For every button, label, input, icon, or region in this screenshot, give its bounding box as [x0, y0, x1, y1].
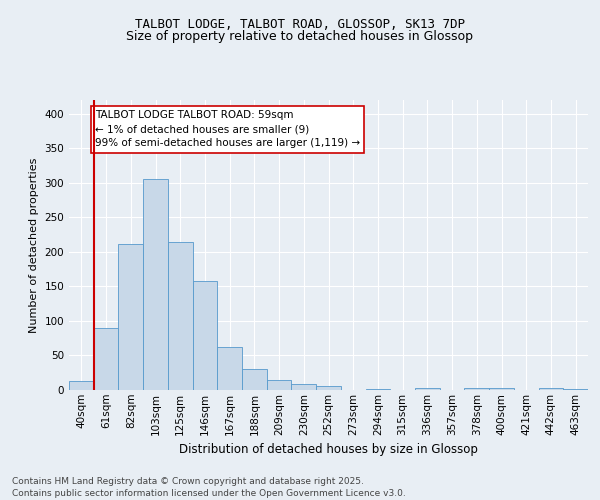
- Bar: [563, 388, 588, 390]
- Text: Contains HM Land Registry data © Crown copyright and database right 2025.
Contai: Contains HM Land Registry data © Crown c…: [12, 476, 406, 498]
- Bar: [415, 388, 440, 390]
- Bar: [217, 346, 242, 390]
- Bar: [292, 384, 316, 390]
- Bar: [118, 244, 143, 390]
- Bar: [316, 386, 341, 390]
- Bar: [168, 242, 193, 390]
- Bar: [94, 328, 118, 390]
- Bar: [143, 180, 168, 390]
- Bar: [365, 388, 390, 390]
- Bar: [69, 381, 94, 390]
- Bar: [193, 281, 217, 390]
- Bar: [464, 388, 489, 390]
- Bar: [267, 380, 292, 390]
- Bar: [242, 370, 267, 390]
- Text: TALBOT LODGE, TALBOT ROAD, GLOSSOP, SK13 7DP: TALBOT LODGE, TALBOT ROAD, GLOSSOP, SK13…: [135, 18, 465, 30]
- Y-axis label: Number of detached properties: Number of detached properties: [29, 158, 39, 332]
- Bar: [489, 388, 514, 390]
- Text: TALBOT LODGE TALBOT ROAD: 59sqm
← 1% of detached houses are smaller (9)
99% of s: TALBOT LODGE TALBOT ROAD: 59sqm ← 1% of …: [95, 110, 360, 148]
- X-axis label: Distribution of detached houses by size in Glossop: Distribution of detached houses by size …: [179, 443, 478, 456]
- Text: Size of property relative to detached houses in Glossop: Size of property relative to detached ho…: [127, 30, 473, 43]
- Bar: [539, 388, 563, 390]
